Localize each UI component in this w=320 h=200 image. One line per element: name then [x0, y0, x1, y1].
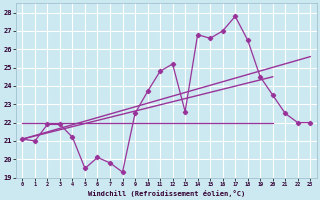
X-axis label: Windchill (Refroidissement éolien,°C): Windchill (Refroidissement éolien,°C)	[88, 190, 245, 197]
